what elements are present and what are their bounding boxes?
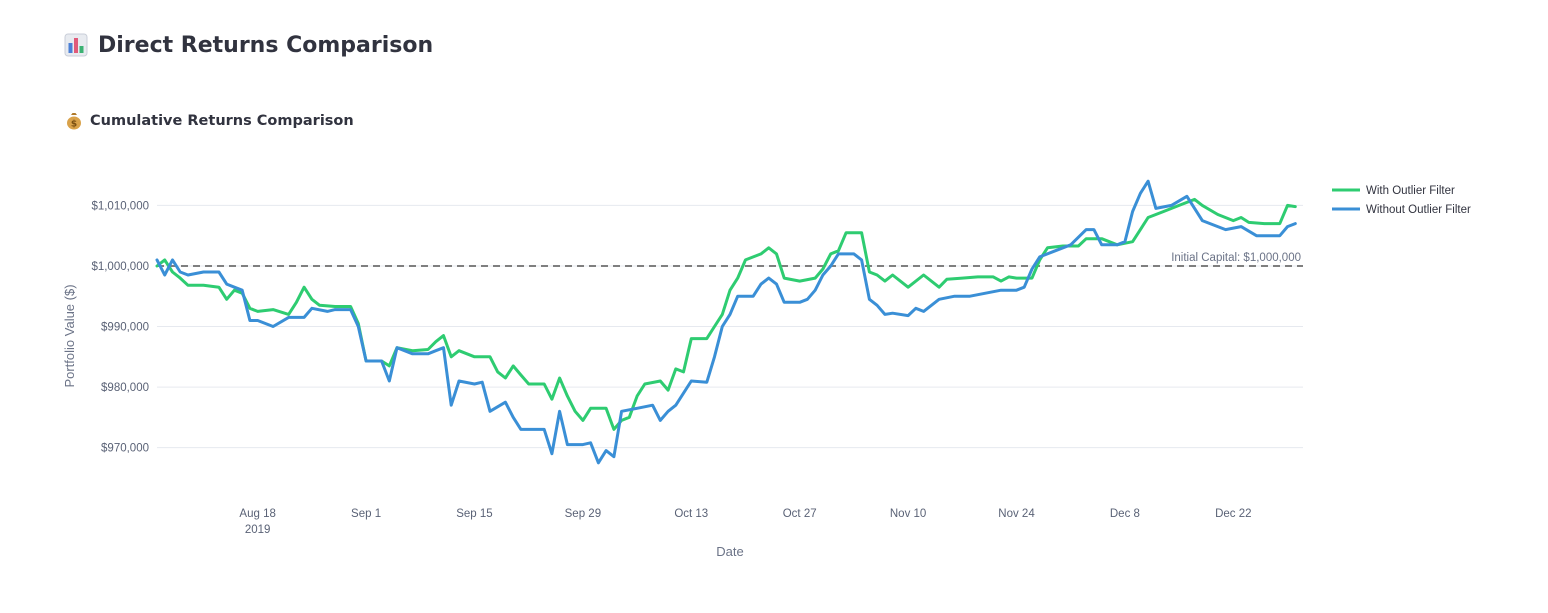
reference-layer: Initial Capital: $1,000,000: [157, 252, 1303, 267]
x-axis-title: Date: [716, 544, 743, 559]
x-tick-label: Sep 15: [456, 508, 492, 520]
x-tick-label: Oct 27: [783, 508, 817, 520]
money-bag-icon: $: [67, 113, 81, 130]
section-title-text: Cumulative Returns Comparison: [90, 113, 354, 129]
bar-chart-icon: [64, 33, 88, 57]
page-title: Direct Returns Comparison: [64, 28, 433, 62]
x-tick-label: Dec 22: [1215, 508, 1251, 520]
y-tick-label: $990,000: [101, 322, 149, 334]
x-tick-label: Dec 8: [1110, 508, 1140, 520]
x-tick-labels: Aug 18 2019 Sep 1 Sep 15 Sep 29 Oct 13 Oct 27 N…: [239, 508, 1251, 536]
series-line-with-filter: [155, 197, 1297, 431]
x-tick-label: Aug 18: [239, 508, 275, 520]
svg-text:$: $: [71, 120, 77, 130]
x-tick-sublabel: 2019: [245, 524, 271, 536]
initial-capital-label: Initial Capital: $1,000,000: [1171, 252, 1301, 264]
y-tick-label: $1,010,000: [91, 200, 149, 212]
y-axis-title: Portfolio Value ($): [62, 284, 77, 387]
legend-label: Without Outlier Filter: [1366, 204, 1471, 216]
legend-item[interactable]: With Outlier Filter: [1332, 185, 1455, 197]
section-title: $ Cumulative Returns Comparison: [66, 110, 354, 132]
page-title-text: Direct Returns Comparison: [98, 32, 434, 58]
x-tick-label: Oct 13: [674, 508, 708, 520]
legend[interactable]: With Outlier Filter Without Outlier Filte…: [1332, 185, 1471, 216]
y-tick-label: $1,000,000: [91, 261, 149, 273]
x-tick-label: Sep 1: [351, 508, 381, 520]
y-tick-label: $970,000: [101, 443, 149, 455]
legend-item[interactable]: Without Outlier Filter: [1332, 204, 1471, 216]
series-line-without-filter: [155, 179, 1297, 465]
series-layer: [155, 179, 1297, 465]
x-tick-label: Nov 24: [998, 508, 1035, 520]
legend-label: With Outlier Filter: [1366, 185, 1455, 197]
y-tick-label: $980,000: [101, 382, 149, 394]
x-tick-label: Sep 29: [565, 508, 601, 520]
x-tick-label: Nov 10: [890, 508, 926, 520]
y-tick-labels: $970,000 $980,000 $990,000 $1,000,000 $1,010…: [91, 200, 149, 454]
